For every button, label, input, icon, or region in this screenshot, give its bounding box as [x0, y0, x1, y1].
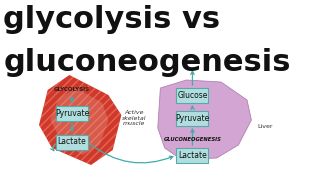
Text: Liver: Liver: [258, 123, 273, 129]
Text: GLYCOLYSIS: GLYCOLYSIS: [54, 87, 90, 92]
Polygon shape: [158, 80, 252, 160]
Text: Pyruvate: Pyruvate: [55, 109, 89, 118]
Text: gluconeogenesis: gluconeogenesis: [4, 48, 291, 77]
Text: Pyruvate: Pyruvate: [175, 114, 210, 123]
Text: Lactate: Lactate: [178, 150, 207, 159]
FancyBboxPatch shape: [56, 105, 88, 120]
Text: Active
skeletal
muscle: Active skeletal muscle: [122, 110, 147, 126]
FancyBboxPatch shape: [176, 87, 209, 102]
Text: glycolysis vs: glycolysis vs: [4, 5, 220, 34]
Text: Lactate: Lactate: [58, 138, 86, 147]
Polygon shape: [50, 88, 108, 155]
Text: GLUCONEOGENESIS: GLUCONEOGENESIS: [164, 137, 221, 142]
Text: Glucose: Glucose: [177, 91, 208, 100]
FancyArrowPatch shape: [90, 144, 173, 163]
FancyBboxPatch shape: [56, 134, 88, 150]
FancyBboxPatch shape: [176, 111, 209, 125]
Polygon shape: [39, 75, 121, 165]
FancyBboxPatch shape: [176, 147, 209, 163]
FancyArrowPatch shape: [51, 144, 55, 151]
